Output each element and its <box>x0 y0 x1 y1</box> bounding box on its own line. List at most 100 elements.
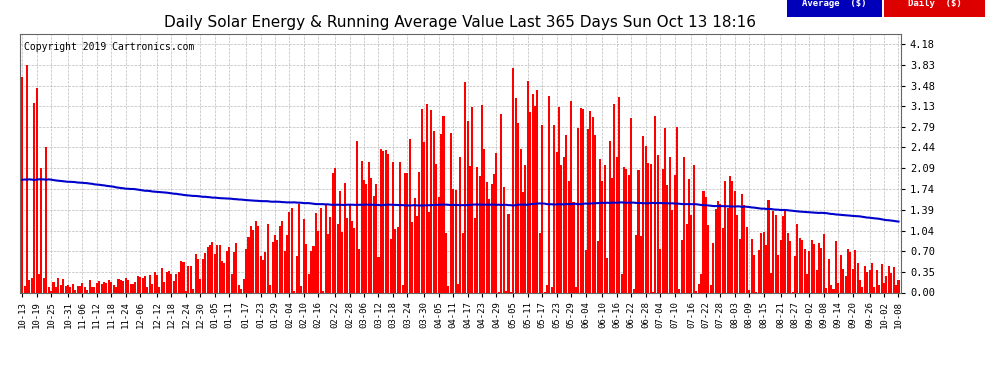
Bar <box>375 184 377 292</box>
Bar <box>745 227 747 292</box>
Bar <box>570 101 572 292</box>
Bar <box>842 269 844 292</box>
Bar <box>449 133 451 292</box>
Bar <box>512 68 515 292</box>
Bar <box>555 152 557 292</box>
Bar <box>120 279 122 292</box>
Bar <box>525 165 527 292</box>
Bar <box>599 159 601 292</box>
Bar <box>818 243 820 292</box>
Bar <box>317 231 320 292</box>
Bar <box>351 220 353 292</box>
Bar <box>233 252 235 292</box>
Bar <box>214 254 216 292</box>
Bar <box>355 141 357 292</box>
Bar <box>868 270 870 292</box>
Bar <box>698 284 700 292</box>
Bar <box>113 285 115 292</box>
Bar <box>332 172 334 292</box>
Bar <box>683 158 685 292</box>
Bar <box>101 284 103 292</box>
Bar <box>224 263 226 292</box>
Bar <box>34 104 36 292</box>
Bar <box>409 139 411 292</box>
Bar <box>142 278 144 292</box>
Bar <box>313 246 315 292</box>
Bar <box>681 240 683 292</box>
Bar <box>503 186 505 292</box>
Bar <box>464 82 466 292</box>
Bar <box>476 167 478 292</box>
Bar <box>62 279 64 292</box>
Bar <box>542 125 544 292</box>
Bar <box>854 250 856 292</box>
Bar <box>794 256 796 292</box>
Bar <box>156 275 158 292</box>
Bar <box>406 173 409 292</box>
Bar <box>192 289 194 292</box>
Bar <box>411 222 413 292</box>
Bar <box>856 262 858 292</box>
Bar <box>41 168 43 292</box>
Bar <box>508 214 510 292</box>
Bar <box>722 228 724 292</box>
Bar <box>165 272 167 292</box>
Bar <box>703 190 705 292</box>
Bar <box>537 90 539 292</box>
Bar <box>209 246 211 292</box>
Bar <box>720 204 722 292</box>
Bar <box>130 284 132 292</box>
Bar <box>431 110 433 292</box>
Bar <box>199 279 201 292</box>
Bar <box>717 201 719 292</box>
Bar <box>46 147 48 292</box>
Bar <box>385 150 387 292</box>
Bar <box>438 197 440 292</box>
Bar <box>140 277 142 292</box>
Bar <box>779 240 781 292</box>
Bar <box>631 118 633 292</box>
Bar <box>826 288 828 292</box>
Bar <box>52 282 54 292</box>
Bar <box>527 81 529 292</box>
Bar <box>419 172 421 292</box>
Bar <box>737 215 739 292</box>
Bar <box>108 280 110 292</box>
Bar <box>729 176 731 292</box>
Bar <box>54 287 57 292</box>
Bar <box>572 202 574 292</box>
Bar <box>175 274 177 292</box>
Bar <box>368 162 370 292</box>
Bar <box>539 234 541 292</box>
Bar <box>243 279 245 292</box>
Bar <box>416 216 418 292</box>
Bar <box>96 283 98 292</box>
Bar <box>135 282 137 292</box>
Bar <box>281 221 283 292</box>
Bar <box>433 131 435 292</box>
Bar <box>532 94 534 292</box>
Bar <box>471 106 473 292</box>
Bar <box>587 129 589 292</box>
Bar <box>577 128 579 292</box>
Bar <box>241 290 243 292</box>
Bar <box>748 290 750 292</box>
Bar <box>81 283 83 292</box>
Bar <box>271 242 273 292</box>
Bar <box>370 178 372 292</box>
Bar <box>389 239 392 292</box>
Bar <box>638 170 640 292</box>
Bar <box>441 134 443 292</box>
Bar <box>170 274 172 292</box>
Bar <box>180 261 182 292</box>
Bar <box>29 280 31 292</box>
Bar <box>558 107 560 292</box>
Bar <box>337 224 339 292</box>
Bar <box>830 285 833 292</box>
Bar <box>303 219 305 292</box>
Bar <box>851 269 853 292</box>
Bar <box>789 241 791 292</box>
Bar <box>246 249 248 292</box>
Bar <box>84 287 86 292</box>
Bar <box>308 274 310 292</box>
